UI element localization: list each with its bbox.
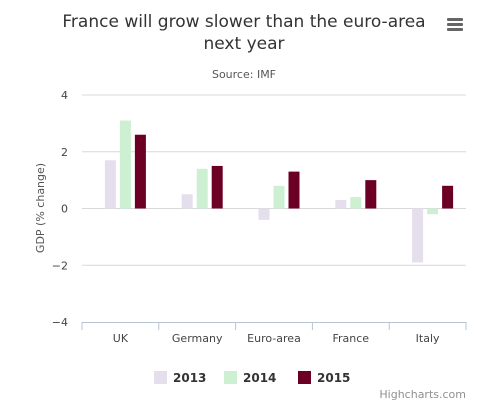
- y-tick-label: 2: [61, 146, 68, 159]
- bar-2015-italy[interactable]: [442, 185, 454, 209]
- legend-swatch: [224, 371, 237, 384]
- legend-swatch: [154, 371, 167, 384]
- bar-2013-germany[interactable]: [181, 194, 193, 209]
- x-axis: UK Germany Euro-area France Italy: [81, 322, 467, 345]
- x-tick-label: France: [333, 332, 370, 345]
- legend-item-2015[interactable]: 2015: [298, 371, 350, 385]
- bar-2013-france[interactable]: [335, 199, 347, 209]
- chart-title-line-1: France will grow slower than the euro-ar…: [62, 12, 425, 32]
- bar-2015-germany[interactable]: [211, 165, 223, 209]
- x-tick-label: Euro-area: [247, 332, 301, 345]
- bar-2015-euro-area[interactable]: [288, 171, 300, 209]
- legend-item-2014[interactable]: 2014: [224, 371, 276, 385]
- legend-label: 2013: [173, 371, 206, 385]
- y-tick-label: 4: [61, 89, 68, 102]
- bar-2015-france[interactable]: [365, 180, 377, 209]
- y-tick-label: −2: [52, 259, 68, 272]
- x-tick-label: Germany: [172, 332, 223, 345]
- y-axis-ticks: −4 −2 0 2 4: [52, 89, 68, 329]
- y-tick-label: 0: [61, 203, 68, 216]
- x-tick-label: UK: [113, 332, 129, 345]
- legend-label: 2015: [317, 371, 350, 385]
- bar-2015-uk[interactable]: [134, 134, 146, 209]
- y-tick-label: −4: [52, 316, 68, 329]
- bar-2014-uk[interactable]: [119, 120, 131, 209]
- legend-item-2013[interactable]: 2013: [154, 371, 206, 385]
- bar-2013-italy[interactable]: [412, 208, 424, 263]
- hamburger-menu-icon[interactable]: [444, 14, 466, 36]
- legend-swatch: [298, 371, 311, 384]
- bar-2014-euro-area[interactable]: [273, 185, 285, 209]
- bar-2014-france[interactable]: [350, 197, 362, 209]
- bar-2014-germany[interactable]: [196, 168, 208, 209]
- legend: 2013 2014 2015: [154, 371, 350, 385]
- bar-2013-euro-area[interactable]: [258, 208, 270, 220]
- chart-subtitle: Source: IMF: [212, 68, 276, 81]
- y-axis-title: GDP (% change): [34, 163, 47, 253]
- bar-2013-uk[interactable]: [104, 160, 116, 209]
- credits-link[interactable]: Highcharts.com: [379, 388, 466, 401]
- x-tick-label: Italy: [416, 332, 440, 345]
- bars: [104, 120, 454, 263]
- chart-title-line-2: next year: [204, 34, 285, 54]
- bar-2014-italy[interactable]: [427, 208, 439, 215]
- legend-label: 2014: [243, 371, 276, 385]
- gridlines: [82, 94, 466, 266]
